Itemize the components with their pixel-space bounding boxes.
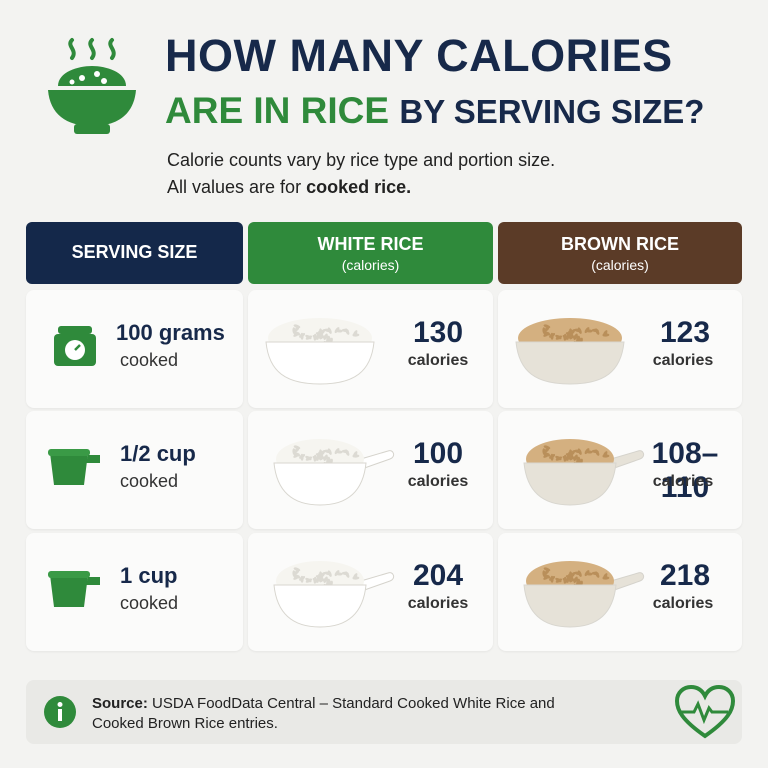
brown-calories: 108–110	[651, 437, 719, 504]
brown-calories: 218	[659, 559, 711, 592]
brown-rice-image-graphic	[523, 561, 645, 628]
brown-calories: 123	[659, 316, 711, 349]
serving-icon-graphic	[48, 449, 100, 485]
white-unit: calories	[407, 352, 469, 369]
subtitle-line2: All values are for cooked rice.	[167, 177, 411, 198]
brown-rice-image	[512, 304, 647, 399]
source-detail: USDA FoodData Central – Standard Cooked …	[92, 695, 555, 732]
white-rice-image	[262, 304, 397, 399]
header-title: SERVING SIZE	[71, 242, 198, 262]
source-label: Source:	[92, 695, 148, 712]
header-cell: WHITE RICE (calories)	[248, 222, 493, 284]
white-unit: calories	[407, 473, 469, 490]
white-calories: 204	[412, 559, 464, 592]
header-cell: BROWN RICE (calories)	[498, 222, 742, 284]
brown-rice-image	[512, 425, 647, 520]
subtitle-bold: cooked rice.	[306, 177, 412, 197]
header-title: BROWN RICE	[561, 234, 679, 254]
subtitle-plain: All values are for	[167, 177, 302, 197]
white-unit: calories	[407, 595, 469, 612]
heart-icon	[674, 684, 736, 739]
brown-unit: calories	[652, 595, 714, 612]
brown-rice-image	[512, 547, 647, 642]
serving-icon-graphic	[48, 571, 100, 607]
title: HOW MANY CALORIES	[165, 30, 673, 81]
serving-icon	[46, 441, 106, 498]
serving-icon-graphic	[54, 326, 96, 366]
title-highlight: ARE IN RICE	[165, 90, 390, 131]
brown-unit: calories	[652, 352, 714, 369]
source-box: Source: USDA FoodData Central – Standard…	[26, 680, 742, 744]
header-note: (calories)	[341, 257, 400, 273]
serving-state: cooked	[120, 471, 179, 491]
title-rest: BY SERVING SIZE?	[399, 93, 705, 130]
white-rice-image	[262, 425, 397, 520]
serving-size: 1/2 cup	[120, 441, 196, 466]
white-rice-image-graphic	[273, 561, 395, 628]
brown-rice-image-graphic	[523, 439, 645, 506]
serving-state: cooked	[120, 593, 179, 613]
subtitle: Calorie counts vary by rice type and por…	[167, 150, 556, 170]
white-rice-image	[262, 547, 397, 642]
white-rice-image-graphic	[273, 439, 395, 506]
title-line2: ARE IN RICE BY SERVING SIZE?	[165, 90, 704, 132]
serving-icon	[50, 320, 110, 377]
white-calories: 100	[412, 437, 464, 470]
brown-rice-image-graphic	[515, 318, 625, 385]
serving-state: cooked	[120, 350, 179, 370]
header-note: (calories)	[591, 257, 649, 273]
source-text: Source: USDA FoodData Central – Standard…	[92, 694, 562, 734]
serving-icon	[46, 563, 106, 620]
serving-size: 1 cup	[120, 563, 178, 588]
header-title: WHITE RICE	[317, 234, 424, 254]
header-cell: SERVING SIZE	[26, 222, 243, 284]
rice-bowl-logo	[48, 38, 136, 134]
serving-size: 100 grams	[116, 320, 225, 345]
info-icon	[44, 696, 76, 728]
white-rice-image-graphic	[265, 318, 375, 385]
brown-unit: calories	[652, 473, 714, 490]
white-calories: 130	[412, 316, 464, 349]
